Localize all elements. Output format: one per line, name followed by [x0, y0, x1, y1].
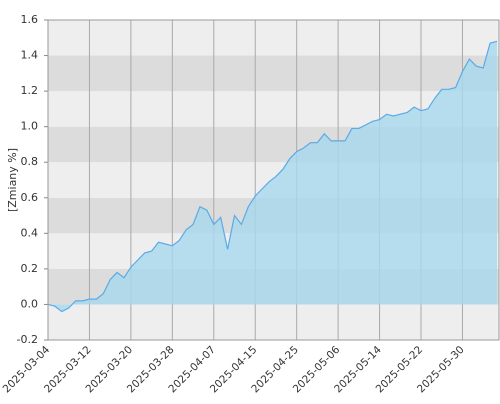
plot-border — [47, 19, 500, 341]
y-tick-label: 1.4 — [21, 49, 39, 62]
y-tick-label: 1.6 — [21, 13, 39, 26]
y-axis-label: [Zmiany %] — [6, 148, 19, 212]
area — [48, 41, 497, 312]
line — [47, 40, 498, 313]
band — [48, 55, 499, 92]
y-tick-label: -0.2 — [17, 333, 38, 346]
y-tick-label: 0.8 — [21, 155, 39, 168]
y-tick-label: 0.4 — [21, 226, 39, 239]
y-tick-label: 0.0 — [21, 297, 39, 310]
y-tick-label: 1.2 — [21, 84, 39, 97]
y-tick-label: 1.0 — [21, 120, 39, 133]
y-tick-label: 0.6 — [21, 191, 39, 204]
band — [48, 304, 499, 340]
y-tick-label: 0.2 — [21, 262, 39, 275]
band — [48, 20, 499, 56]
